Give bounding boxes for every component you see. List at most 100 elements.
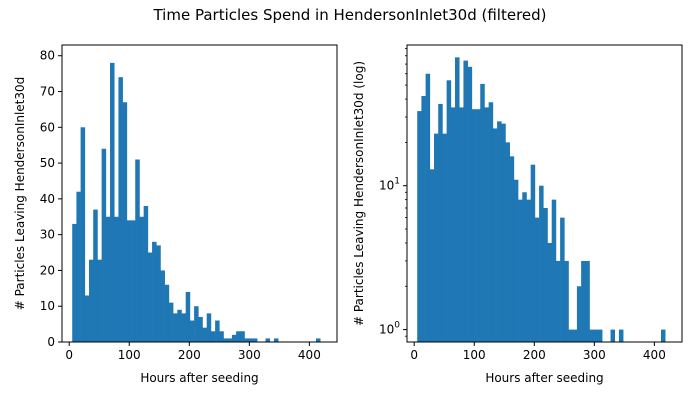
histogram-bar [589,329,595,342]
histogram-bar [421,96,426,342]
histogram-bar [593,329,599,342]
y-tick-label: 100 [379,321,400,337]
histogram-bar [105,216,111,342]
histogram-bar [168,302,174,342]
histogram-bar [471,109,477,342]
histogram-bar [434,133,439,342]
histogram-bar [463,60,468,343]
histogram-bar [522,192,527,342]
histogram-bar [143,206,149,342]
histogram-bar [547,242,552,342]
histogram-bar [227,338,233,342]
y-tick-label: 10 [40,299,55,313]
histogram-bar [497,121,502,342]
histogram-bar [530,164,536,342]
histogram-bar [425,73,431,342]
histogram-bar [147,252,153,342]
histogram-bar [72,223,77,342]
histogram-bar [315,338,321,342]
y-tick-label: 80 [40,49,55,63]
y-tick-label: 30 [40,228,55,242]
histogram-bar [114,216,119,342]
histogram-bar [223,338,229,342]
histogram-bar [442,133,447,342]
histogram-bar [152,241,157,342]
y-tick-label: 0 [47,335,55,349]
histogram-bar [126,220,132,342]
histogram-bar [156,245,161,342]
histogram-bar [597,329,603,342]
histogram-bar [476,109,481,342]
histogram-bar [513,179,519,342]
histogram-bar [450,107,456,343]
histogram-bar [543,207,548,342]
histogram-bar [576,286,582,342]
histogram-bars [72,62,321,342]
y-tick-label: 20 [40,263,55,277]
histogram-bar [555,260,561,342]
y-axis-label: # Particles Leaving HendersonInlet30d [13,77,27,311]
histogram-bar [240,331,245,342]
axes-frame [406,44,683,343]
histogram-bar [660,329,666,342]
x-tick-label: 100 [463,348,486,362]
histogram-bar [581,260,586,342]
histogram-bar [177,309,182,342]
x-tick-label: 300 [583,348,606,362]
histogram-bar [429,169,435,342]
histogram-bar [206,313,212,342]
histogram-bar [492,128,498,342]
histogram-bar [139,216,144,342]
histogram-bar [248,338,254,342]
right-log-histogram: 0 100 200 300 400 100 101 Hours after seeding # … [352,44,683,385]
histogram-bar [135,159,140,342]
histogram-bar [80,127,86,342]
y-tick-label: 40 [40,192,55,206]
histogram-bar [417,111,422,342]
histogram-bar [618,329,624,342]
histogram-bar [518,199,523,342]
histogram-bar [244,338,250,342]
histogram-bar [210,331,216,342]
histogram-bar [459,107,464,343]
y-axis-label: # Particles Leaving HendersonInlet30d (l… [352,61,366,326]
y-tick-label: 50 [40,156,55,170]
histogram-bar [189,320,195,342]
histogram-bar [231,334,237,342]
histogram-bar [509,156,515,342]
histogram-bar [173,313,178,342]
x-tick-label: 0 [65,348,73,362]
histogram-bar [273,338,279,342]
histogram-bar [89,259,94,342]
histogram-bar [198,316,203,342]
y-tick-label: 60 [40,120,55,134]
histogram-bar [488,102,494,342]
y-tick-label: 70 [40,85,55,99]
histogram-bar [539,185,544,342]
histogram-bar [76,191,81,342]
histogram-bar [215,320,220,342]
y-tick-label: 101 [379,177,400,193]
histogram-bar [610,329,616,342]
x-tick-label: 0 [410,348,418,362]
histogram-bar [526,199,531,342]
histogram-bar [572,329,578,342]
histogram-bar [122,102,128,342]
histogram-bar [185,291,191,342]
left-linear-histogram: 0 100 200 300 400 0 10 20 30 40 50 60 70 80 Hours afte… [13,44,338,385]
histogram-bar [568,329,574,342]
histogram-bar [484,107,489,343]
histogram-bar [164,284,170,342]
histogram-bars [417,57,666,343]
histogram-bar [118,77,123,342]
histogram-bar [564,260,569,342]
histogram-bar [93,209,98,342]
histogram-bar [110,62,115,342]
x-tick-label: 400 [298,348,321,362]
x-axis-label: Hours after seeding [140,371,258,385]
histogram-bar [455,57,460,342]
x-tick-label: 100 [118,348,141,362]
histogram-bar [480,83,485,342]
histogram-bar [446,80,452,343]
